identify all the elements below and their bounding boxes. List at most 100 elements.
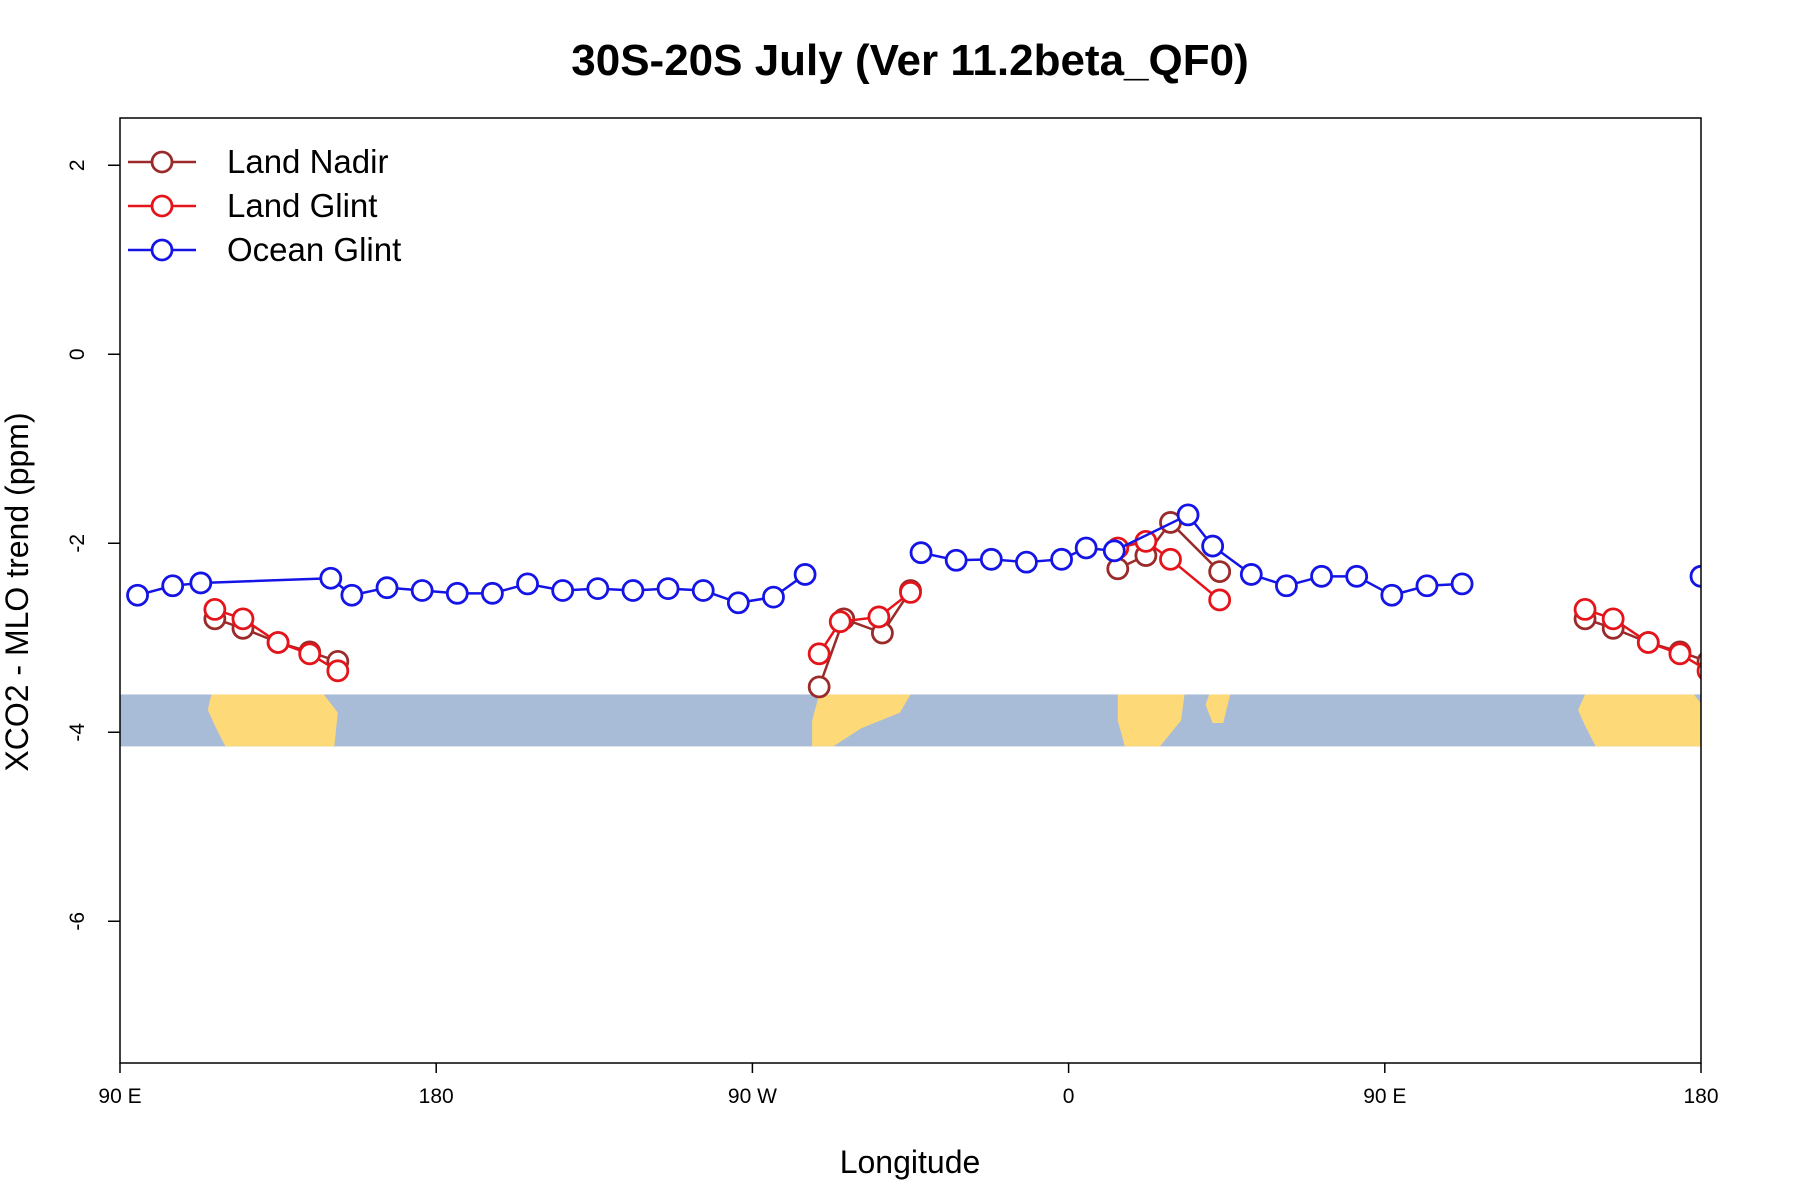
data-point-ocean-glint bbox=[1345, 564, 1369, 588]
series-ocean-glint bbox=[126, 503, 1800, 615]
data-point-ocean-glint bbox=[1689, 564, 1701, 588]
data-point-land-glint bbox=[298, 642, 322, 666]
data-point-ocean-glint bbox=[551, 579, 575, 602]
x-tick-label: 90 W bbox=[728, 1085, 777, 1108]
land-australia-east bbox=[1578, 694, 1701, 747]
data-point-ocean-glint bbox=[1176, 503, 1200, 527]
data-point-ocean-glint bbox=[161, 574, 185, 598]
ocean-band bbox=[120, 694, 1701, 747]
y-tick-label: -4 bbox=[66, 723, 89, 742]
data-point-ocean-glint bbox=[1712, 585, 1732, 605]
data-point-land-glint bbox=[1573, 598, 1597, 621]
data-point-land-glint bbox=[231, 607, 255, 631]
x-tick-label: 180 bbox=[1683, 1085, 1718, 1108]
data-point-land-glint bbox=[1208, 588, 1232, 612]
data-point-land-glint bbox=[828, 610, 852, 634]
series-line-ocean-glint bbox=[920, 513, 1463, 597]
data-point-ocean-glint bbox=[656, 577, 680, 601]
data-point-ocean-glint bbox=[340, 583, 364, 607]
data-point-land-glint bbox=[326, 659, 350, 683]
data-point-ocean-glint bbox=[909, 541, 933, 565]
y-axis: 2 0 -2 -4 -6 bbox=[66, 159, 120, 931]
data-point-ocean-glint bbox=[445, 581, 469, 605]
data-point-ocean-glint bbox=[1450, 572, 1474, 596]
data-point-land-glint bbox=[867, 605, 891, 629]
legend-item-land-nadir: Land Nadir bbox=[128, 143, 388, 180]
data-point-ocean-glint bbox=[1310, 564, 1333, 588]
data-point-land-nadir bbox=[1106, 557, 1130, 581]
data-point-land-glint bbox=[1668, 642, 1692, 666]
data-point-ocean-glint bbox=[1239, 563, 1263, 586]
series-land-nadir bbox=[203, 511, 1701, 699]
legend-label: Land Nadir bbox=[227, 143, 388, 180]
legend-marker bbox=[150, 194, 174, 218]
data-point-ocean-glint bbox=[410, 579, 434, 602]
land-australia-west bbox=[207, 694, 338, 747]
x-axis-label: Longitude bbox=[840, 1144, 981, 1180]
map-strip bbox=[120, 694, 1701, 747]
data-point-land-glint bbox=[1636, 631, 1660, 654]
data-point-land-glint bbox=[203, 598, 227, 621]
data-point-ocean-glint bbox=[319, 566, 343, 590]
x-tick-label: 0 bbox=[1063, 1085, 1075, 1108]
data-point-ocean-glint bbox=[621, 579, 645, 602]
data-point-ocean-glint bbox=[126, 583, 149, 607]
data-point-land-glint bbox=[899, 580, 922, 604]
series-line-land-nadir bbox=[1117, 520, 1221, 573]
y-tick-label: 0 bbox=[66, 348, 89, 360]
data-point-ocean-glint bbox=[481, 581, 504, 605]
y-axis-label: XCO2 - MLO trend (ppm) bbox=[0, 412, 35, 771]
data-point-ocean-glint bbox=[1050, 547, 1073, 571]
y-tick-label: -2 bbox=[66, 534, 89, 553]
data-point-ocean-glint bbox=[1102, 539, 1126, 563]
data-point-ocean-glint bbox=[944, 548, 968, 572]
legend-marker bbox=[150, 238, 174, 262]
legend-label: Land Glint bbox=[227, 187, 377, 224]
y-tick-label: 2 bbox=[66, 159, 89, 171]
series-line-land-glint bbox=[1117, 540, 1221, 601]
x-axis: 90 E 180 90 W 0 90 E 180 bbox=[98, 1063, 1719, 1108]
legend: Land Nadir Land Glint Ocean Glint bbox=[128, 143, 401, 268]
data-point-ocean-glint bbox=[1275, 574, 1298, 598]
legend-label: Ocean Glint bbox=[227, 231, 401, 268]
data-point-ocean-glint bbox=[762, 585, 785, 609]
data-point-ocean-glint bbox=[375, 576, 399, 600]
legend-item-land-glint: Land Glint bbox=[128, 187, 377, 224]
series-line-land-glint bbox=[818, 591, 912, 655]
data-point-ocean-glint bbox=[1415, 574, 1439, 598]
data-point-ocean-glint bbox=[189, 571, 213, 595]
x-tick-label: 180 bbox=[419, 1085, 454, 1108]
legend-item-ocean-glint: Ocean Glint bbox=[128, 231, 401, 268]
data-point-ocean-glint bbox=[1015, 550, 1038, 574]
land-africa bbox=[1117, 694, 1185, 747]
data-point-ocean-glint bbox=[516, 572, 539, 596]
series-layer bbox=[126, 503, 1800, 699]
land-south-america bbox=[812, 694, 911, 747]
data-point-ocean-glint bbox=[1747, 578, 1767, 598]
data-point-ocean-glint bbox=[979, 547, 1003, 571]
data-point-land-nadir bbox=[1208, 560, 1232, 583]
data-point-ocean-glint bbox=[1782, 581, 1800, 601]
land-madagascar bbox=[1205, 694, 1231, 724]
chart-title: 30S-20S July (Ver 11.2beta_QF0) bbox=[571, 36, 1249, 85]
data-point-ocean-glint bbox=[793, 563, 817, 586]
data-point-ocean-glint bbox=[691, 579, 715, 602]
data-point-land-glint bbox=[266, 631, 290, 654]
x-tick-label: 90 E bbox=[98, 1085, 141, 1108]
data-point-ocean-glint bbox=[1201, 534, 1225, 558]
data-point-ocean-glint bbox=[726, 591, 750, 615]
plot-frame bbox=[119, 117, 1702, 1064]
series-line-land-nadir bbox=[817, 589, 912, 688]
data-point-ocean-glint bbox=[1074, 536, 1098, 560]
series-line-ocean-glint bbox=[1700, 576, 1701, 579]
data-point-ocean-glint bbox=[1380, 583, 1404, 607]
land-shapes bbox=[207, 694, 1701, 747]
data-point-land-glint bbox=[1601, 607, 1625, 631]
data-point-land-glint bbox=[1159, 547, 1182, 571]
legend-marker bbox=[150, 150, 174, 174]
data-point-land-nadir bbox=[807, 675, 831, 699]
data-point-ocean-glint bbox=[586, 577, 610, 601]
x-tick-label: 90 E bbox=[1363, 1085, 1406, 1108]
data-point-land-glint bbox=[807, 642, 831, 666]
